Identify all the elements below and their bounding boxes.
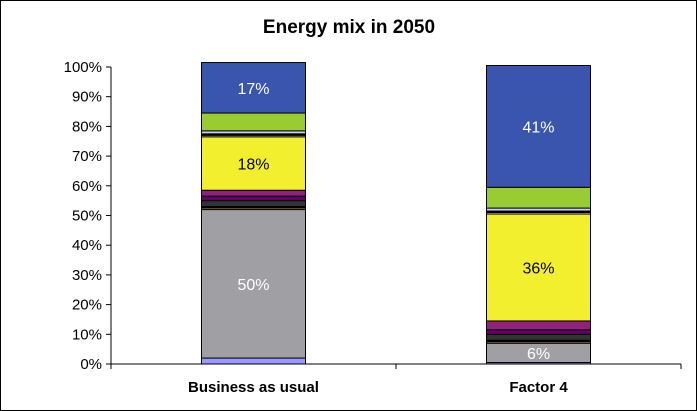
bar-segment: [201, 357, 306, 365]
y-tick-label: 20%: [72, 297, 102, 314]
bar-segment: [201, 195, 306, 202]
data-label: 17%: [237, 81, 269, 98]
y-tick-label: 10%: [72, 326, 102, 343]
data-label: 36%: [522, 260, 554, 277]
y-tick-label: 50%: [72, 208, 102, 225]
y-tick-label: 80%: [72, 118, 102, 135]
bar-segment: [486, 65, 591, 188]
y-tick-label: 30%: [72, 267, 102, 284]
category-label: Factor 4: [509, 379, 568, 396]
data-label: 41%: [522, 119, 554, 136]
bar-segment: [201, 62, 306, 114]
data-label: 18%: [237, 157, 269, 174]
bar-segment: [486, 213, 591, 322]
bar-segment: [486, 329, 591, 335]
data-label: 6%: [527, 346, 550, 363]
y-tick-label: 60%: [72, 178, 102, 195]
y-tick-label: 40%: [72, 237, 102, 254]
bar-segment: [486, 320, 591, 331]
data-labels: 50% 18% 17% 6% 36% 41%: [237, 81, 554, 363]
data-label: 50%: [237, 277, 269, 294]
bars: [201, 62, 591, 365]
category-label: Business as usual: [188, 379, 319, 396]
bar-segment: [486, 333, 591, 341]
y-tick-label: 90%: [72, 89, 102, 106]
y-tick-label: 70%: [72, 148, 102, 165]
bar-segment: [201, 209, 306, 359]
y-tick-label: 0%: [80, 356, 102, 373]
bar-segment: [201, 200, 306, 208]
chart-title: Energy mix in 2050: [263, 17, 435, 38]
bar-segment: [201, 112, 306, 132]
axes: 0% 10% 20% 30% 40% 50% 60% 70% 80% 90% 100%: [64, 59, 682, 373]
bar-segment: [486, 186, 591, 209]
y-tick-label: 100%: [64, 59, 102, 76]
category-labels: Business as usual Factor 4: [188, 379, 568, 396]
bar-segment: [201, 189, 306, 197]
